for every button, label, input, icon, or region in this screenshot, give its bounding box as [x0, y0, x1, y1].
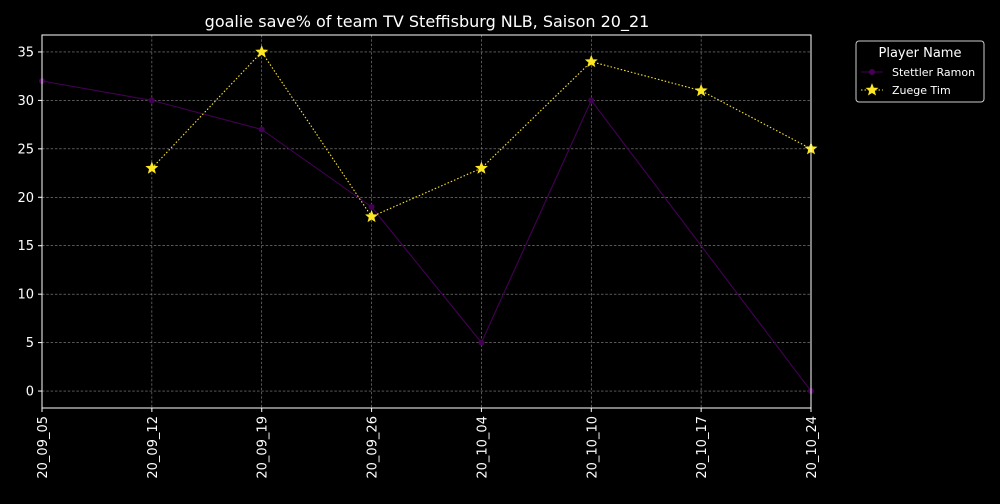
legend-box [855, 40, 985, 103]
legend-label: Zuege Tim [892, 84, 951, 97]
legend-title: Player Name [879, 46, 962, 61]
chart-title: goalie save% of team TV Steffisburg NLB,… [205, 12, 650, 32]
data-point [694, 83, 708, 97]
x-tick-label: 20_10_10 [585, 416, 600, 479]
plot-area-frame [41, 34, 812, 409]
axes: 0 5 10 15 20 25 30 35 20_09_05 20_09_12 20_09_19 20… [17, 45, 820, 478]
data-point [145, 161, 159, 174]
legend-entry: Stettler Ramon [861, 66, 975, 79]
data-point [148, 97, 155, 104]
data-point [258, 126, 265, 133]
x-tick-label: 20_10_17 [695, 416, 710, 479]
y-tick-label: 30 [17, 94, 34, 109]
y-tick-label: 25 [17, 142, 34, 157]
data-point [255, 45, 269, 58]
legend-entries: Stettler Ramon Zuege Tim [861, 66, 975, 97]
x-tick-label: 20_10_24 [805, 416, 820, 479]
y-tick-label: 10 [17, 288, 34, 303]
y-tick-label: 0 [26, 385, 34, 400]
x-tick-label: 20_09_12 [146, 416, 161, 479]
legend: Player Name Stettler Ramon Zuege Tim [855, 40, 985, 103]
y-tick-label: 35 [17, 45, 34, 60]
y-tick-label: 20 [17, 191, 34, 206]
x-tick-label: 20_09_26 [366, 416, 381, 479]
data-point [478, 339, 485, 346]
y-tick-label: 5 [26, 336, 34, 351]
data-point [368, 203, 375, 210]
grid-lines [41, 35, 812, 408]
x-tick-label: 20_10_04 [475, 416, 490, 479]
data-point [365, 209, 379, 223]
x-tick-label: 20_09_05 [36, 416, 51, 479]
legend-marker [865, 83, 879, 96]
legend-entry: Zuege Tim [861, 83, 951, 97]
y-tick-label: 15 [17, 239, 34, 254]
x-tick-label: 20_09_19 [256, 416, 271, 479]
legend-marker [869, 69, 875, 75]
data-point [474, 161, 488, 174]
data-point [584, 54, 598, 68]
data-point [588, 97, 595, 104]
legend-label: Stettler Ramon [892, 66, 975, 79]
